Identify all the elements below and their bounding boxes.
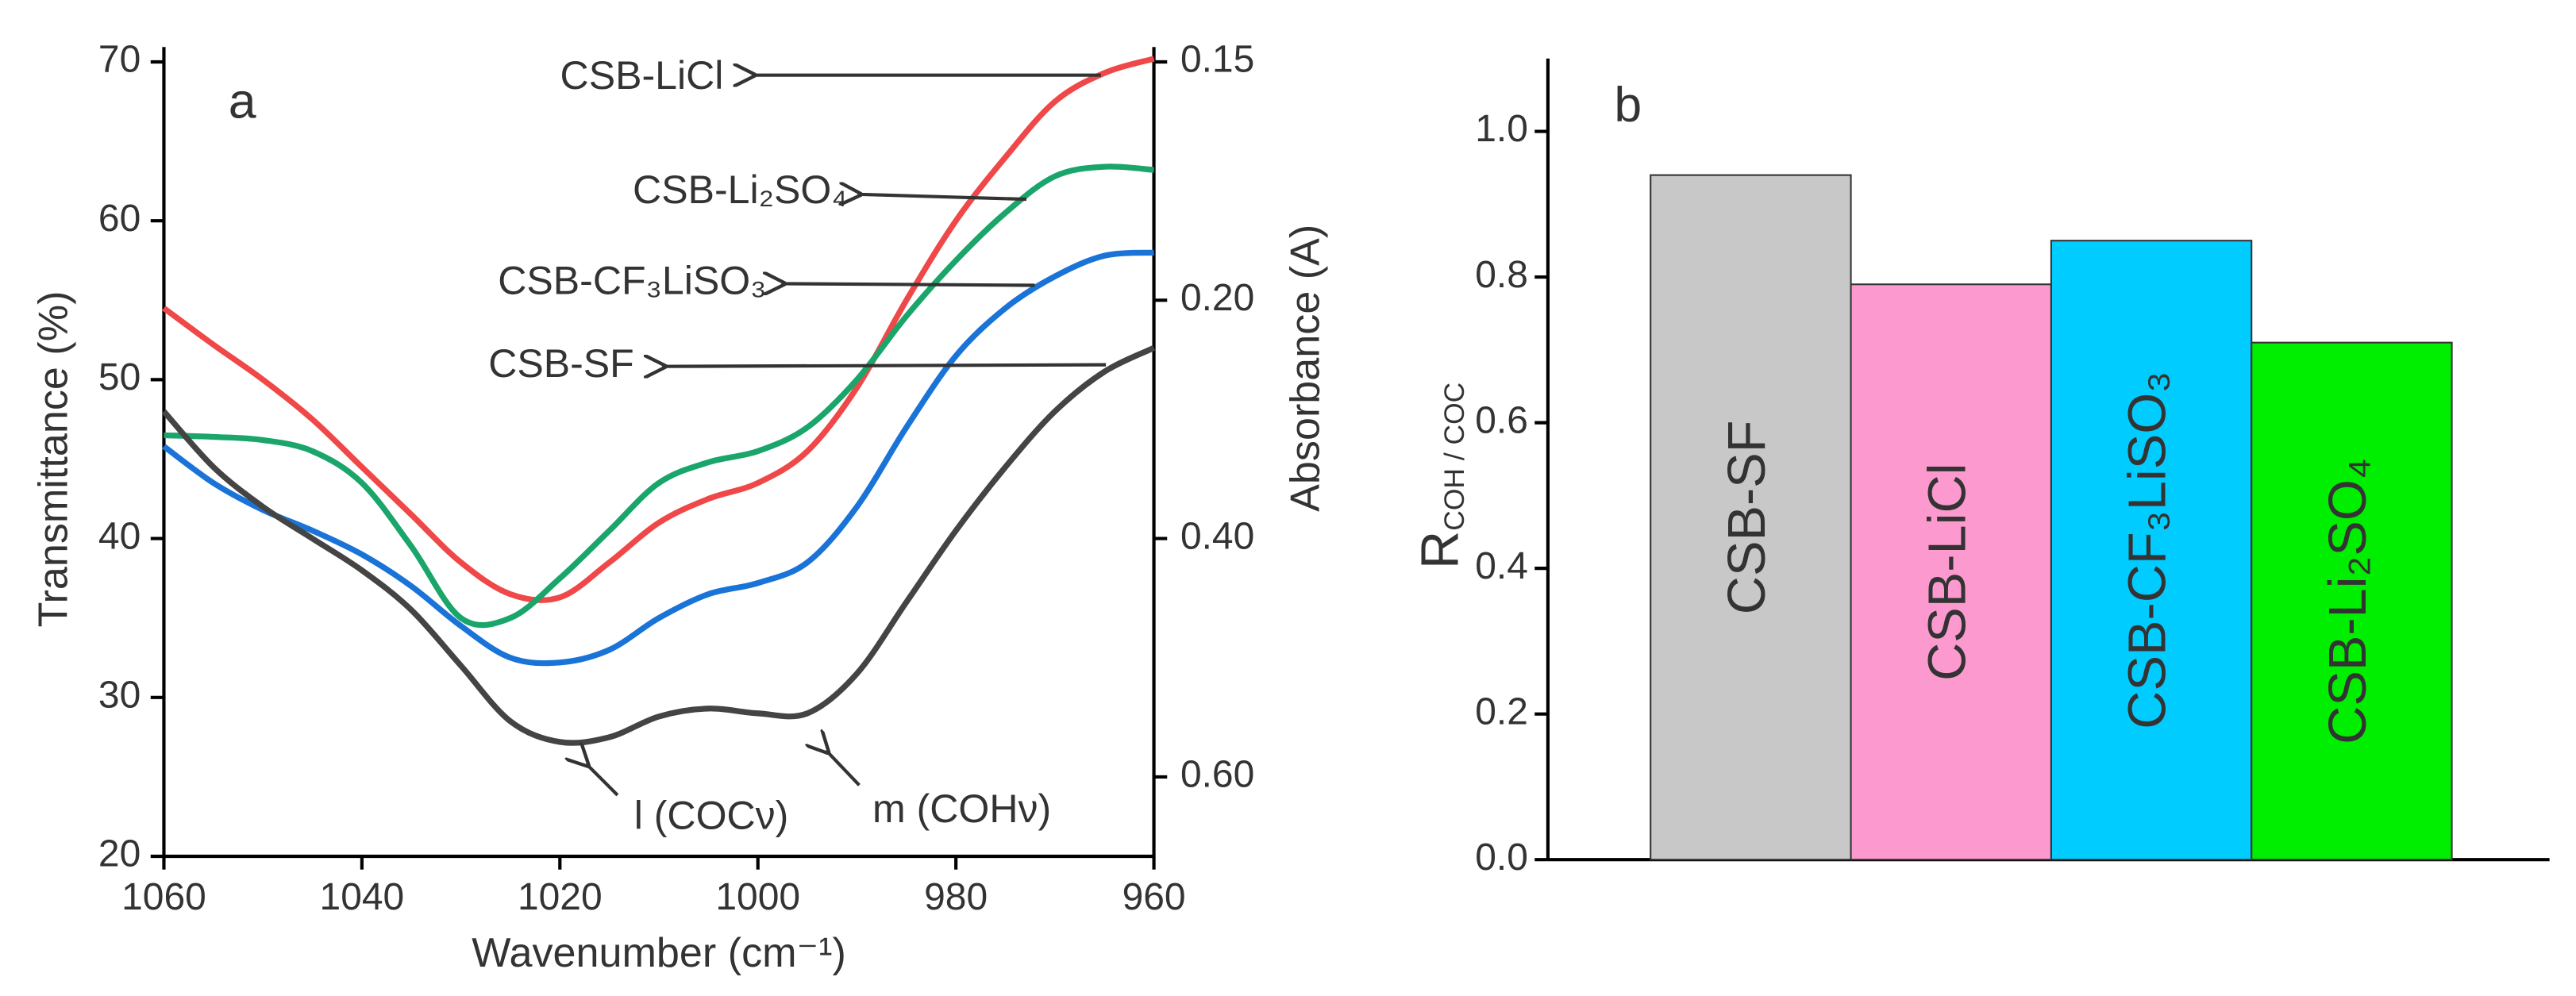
y-tick-label: 0.6 [1475,399,1528,441]
y-tick-label: 30 [98,674,141,716]
x-tick-label: 1000 [715,876,800,918]
arrow [826,751,861,786]
arrow [857,194,1027,199]
bar-label: CSB-CF₃LiSO₃ [2119,371,2177,729]
y-tick-label: 0.2 [1475,690,1528,733]
y-tick-label: 0.8 [1475,254,1528,296]
arrow [586,763,619,797]
y2-tick-label: 0.15 [1180,39,1254,81]
x-tick-label: 1020 [518,876,603,918]
x-tick-label: 1040 [320,876,405,918]
y-axis-label: Transmittance (%) [31,291,77,628]
y-tick-label: 1.0 [1475,108,1528,150]
bar-label: CSB-LiCl [1918,463,1977,681]
y2-axis-label: Absorbance (A) [1282,225,1328,512]
x-axis-label: Wavenumber (cm⁻¹) [472,930,846,976]
y-tick-label: 0.0 [1475,836,1528,879]
y-axis-label-sub: COH / COC [1439,383,1471,531]
bar-label: CSB-Li₂SO₄ [2319,458,2378,744]
bar [2050,240,2253,861]
annotation: a [229,74,256,129]
x-tick-label: 960 [1122,876,1186,918]
annotation: CSB-LiCl [560,53,724,98]
y-tick-label: 40 [98,515,141,557]
y-tick-label: 50 [98,356,141,398]
annotation: CSB-SF [488,341,634,386]
annotation: CSB-CF₃LiSO₃ [498,259,766,303]
annotation: l (COCν) [634,793,789,837]
panel-label: b [1614,77,1642,133]
y-tick-label: 60 [98,198,141,240]
line-series [161,345,1156,746]
y-tick-label: 20 [98,833,141,875]
bar [1650,174,1852,861]
y2-tick-label: 0.20 [1180,277,1254,319]
line-series [164,163,1154,629]
y-axis-label-main: R [1411,531,1469,569]
arrow [781,283,1035,285]
y2-tick-label: 0.40 [1180,515,1254,557]
annotation: m (COHν) [872,786,1051,831]
arrow [662,365,1107,367]
x-tick-label: 980 [924,876,988,918]
bar [1850,283,2052,861]
y-tick-label: 0.4 [1475,545,1528,587]
y-tick-label: 70 [98,39,141,81]
y-axis-label: RCOH / COC [1411,383,1470,569]
bar-label: CSB-SF [1718,421,1777,615]
x-tick-label: 1060 [121,876,206,918]
bar [2251,341,2453,861]
annotation: CSB-Li₂SO₄ [633,167,848,212]
y2-tick-label: 0.60 [1180,754,1254,796]
line-series [162,249,1154,667]
line-series [162,56,1155,603]
